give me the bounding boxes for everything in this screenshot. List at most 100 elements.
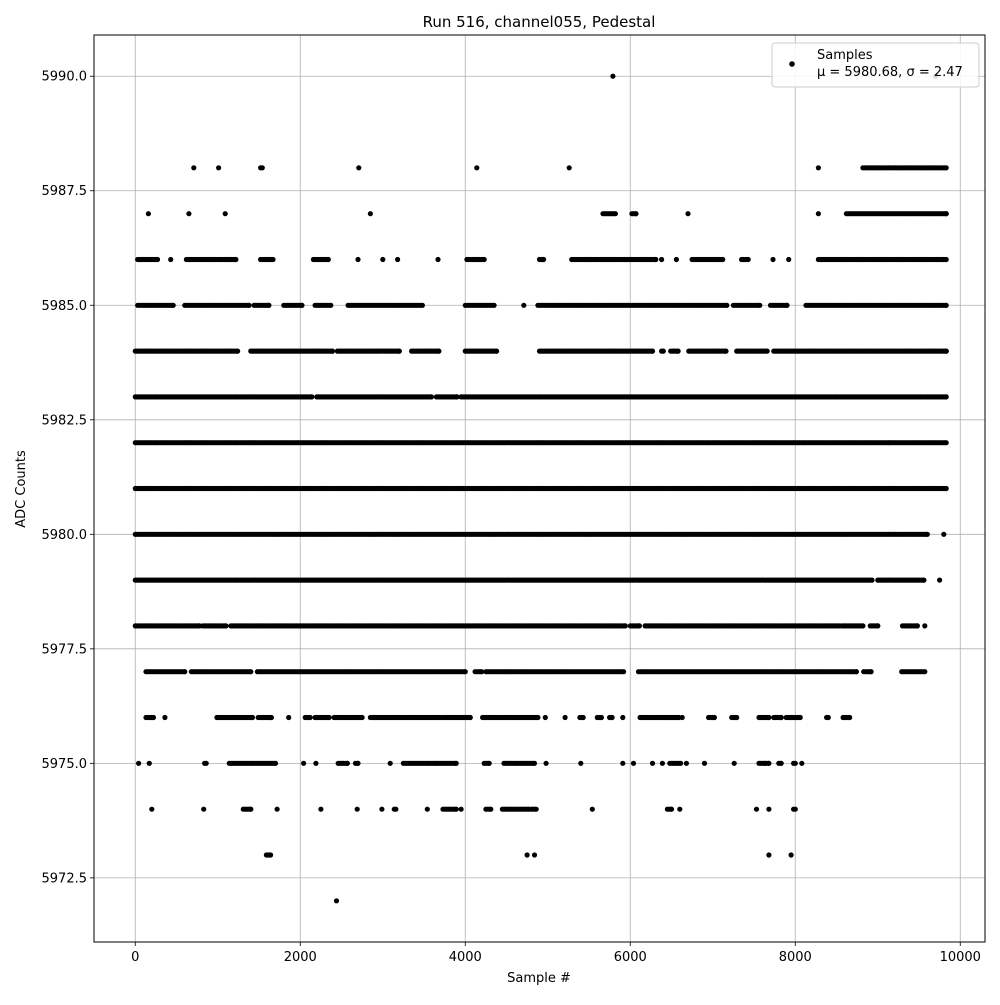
data-point — [145, 211, 151, 217]
data-point — [266, 302, 272, 308]
data-point — [825, 714, 831, 721]
data-point — [770, 256, 776, 263]
data-point — [249, 714, 255, 721]
data-point — [921, 577, 927, 583]
y-tick-label: 5990.0 — [42, 70, 88, 85]
data-point — [481, 256, 487, 263]
data-point — [764, 348, 770, 354]
data-point — [531, 760, 538, 766]
data-point — [274, 806, 280, 812]
data-point — [270, 256, 276, 263]
data-point — [612, 211, 619, 217]
data-point — [541, 256, 547, 263]
data-point — [268, 852, 274, 858]
data-point — [235, 348, 241, 354]
data-point — [797, 714, 803, 721]
x-axis: 0 2000 4000 6000 8000 10000 — [131, 942, 981, 965]
data-point — [521, 302, 527, 308]
data-point — [679, 714, 685, 721]
legend-series-name: Samples — [817, 48, 873, 63]
data-point — [533, 806, 539, 812]
data-point — [734, 714, 740, 721]
data-point — [766, 760, 772, 766]
y-axis-label: ADC Counts — [14, 450, 29, 528]
legend-marker — [789, 61, 795, 67]
data-point — [786, 256, 792, 263]
data-point — [393, 806, 399, 812]
data-point — [723, 348, 729, 354]
data-point — [367, 211, 373, 217]
data-point — [454, 394, 460, 400]
data-point — [268, 714, 274, 721]
y-tick-label: 5987.5 — [42, 184, 88, 199]
data-point — [675, 348, 681, 354]
data-point — [396, 348, 402, 354]
data-point — [941, 531, 947, 537]
data-point — [246, 302, 252, 308]
data-point — [799, 760, 805, 766]
data-point — [720, 256, 726, 263]
data-point — [146, 760, 152, 766]
y-tick-label: 5982.5 — [42, 413, 88, 428]
data-point — [182, 669, 188, 675]
data-point — [860, 623, 866, 629]
data-point — [914, 623, 921, 629]
data-point — [869, 577, 875, 583]
data-point — [943, 394, 949, 400]
data-point — [753, 806, 760, 812]
data-point — [486, 760, 492, 766]
data-point — [333, 898, 340, 904]
data-point — [359, 714, 365, 721]
data-point — [784, 302, 790, 308]
data-point — [668, 806, 675, 812]
data-point — [562, 714, 568, 721]
data-point — [162, 714, 168, 721]
data-point — [622, 623, 628, 629]
x-tick-label: 6000 — [614, 950, 647, 965]
data-point — [792, 760, 798, 766]
data-point — [630, 760, 637, 766]
data-point — [649, 760, 656, 766]
data-point — [580, 714, 586, 721]
y-tick-label: 5985.0 — [42, 299, 88, 314]
data-point — [731, 760, 737, 766]
data-point — [685, 211, 691, 217]
data-point — [325, 256, 331, 263]
y-tick-label: 5972.5 — [42, 871, 88, 886]
data-point — [542, 714, 548, 721]
data-point — [653, 256, 659, 263]
data-point — [589, 806, 595, 812]
data-point — [711, 714, 718, 721]
data-point — [778, 714, 784, 721]
data-point — [673, 256, 680, 263]
data-point — [649, 348, 656, 354]
data-point — [318, 806, 324, 812]
data-point — [875, 623, 881, 629]
data-point — [678, 760, 684, 766]
data-point — [222, 211, 228, 217]
data-point — [313, 760, 319, 766]
y-tick-label: 5977.5 — [42, 642, 88, 657]
y-tick-label: 5980.0 — [42, 528, 88, 543]
data-point — [355, 256, 361, 263]
x-axis-label: Sample # — [507, 971, 571, 986]
data-point — [609, 714, 615, 721]
data-point — [524, 852, 530, 858]
data-point — [154, 256, 161, 263]
data-point — [248, 669, 254, 675]
data-point — [309, 394, 315, 400]
legend-stats: μ = 5980.68, σ = 2.47 — [817, 65, 963, 80]
data-point — [724, 302, 730, 308]
data-point — [745, 256, 751, 263]
data-point — [535, 714, 541, 721]
data-point — [419, 302, 425, 308]
data-point — [168, 256, 174, 263]
data-point — [149, 806, 155, 812]
data-point — [387, 760, 393, 766]
data-point — [428, 394, 434, 400]
data-point — [937, 577, 943, 583]
data-point — [458, 806, 464, 812]
data-point — [766, 852, 772, 858]
data-point — [479, 669, 485, 675]
